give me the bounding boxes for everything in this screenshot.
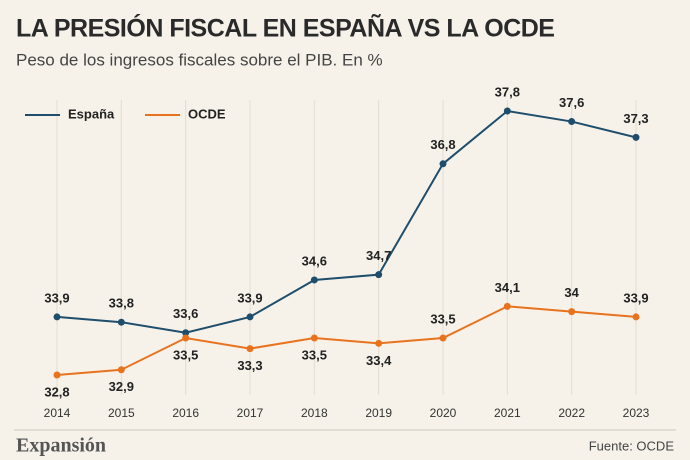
point xyxy=(375,271,383,279)
data-label: 33,5 xyxy=(173,347,198,362)
data-label: 33,5 xyxy=(430,311,455,326)
point xyxy=(246,345,254,353)
point xyxy=(439,334,447,342)
point xyxy=(53,371,61,379)
chart-subtitle: Peso de los ingresos fiscales sobre el P… xyxy=(16,50,383,69)
x-tick-label: 2019 xyxy=(365,406,392,420)
line xyxy=(56,109,637,334)
source: Fuente: OCDE xyxy=(589,438,675,453)
data-label: 33,5 xyxy=(302,347,327,362)
chart-title: LA PRESIÓN FISCAL EN ESPAÑA VS LA OCDE xyxy=(16,13,554,43)
x-tick-label: 2015 xyxy=(108,406,135,420)
legend-label: OCDE xyxy=(188,106,226,121)
x-tick-label: 2023 xyxy=(623,406,650,420)
data-label: 32,9 xyxy=(109,379,134,394)
point xyxy=(503,302,511,310)
point xyxy=(246,313,254,321)
point xyxy=(53,313,61,321)
point xyxy=(182,329,190,337)
point xyxy=(439,160,447,168)
point xyxy=(568,118,576,126)
data-label: 37,6 xyxy=(559,95,584,110)
brand: Expansión xyxy=(16,435,106,457)
x-tick-label: 2014 xyxy=(44,406,71,420)
point xyxy=(632,133,640,141)
x-tick-label: 2020 xyxy=(430,406,457,420)
legend-label: España xyxy=(68,106,115,121)
data-label: 34 xyxy=(564,285,579,300)
line xyxy=(56,305,637,376)
data-label: 34,1 xyxy=(495,280,520,295)
x-tick-label: 2016 xyxy=(172,406,199,420)
data-label: 34,6 xyxy=(302,253,327,268)
point xyxy=(375,339,383,347)
data-label: 33,4 xyxy=(366,353,392,368)
data-label: 33,3 xyxy=(237,358,262,373)
point xyxy=(182,334,190,342)
data-label: 33,9 xyxy=(237,290,262,305)
x-tick-label: 2022 xyxy=(558,406,585,420)
point xyxy=(503,107,511,115)
data-label: 33,9 xyxy=(44,290,69,305)
data-label: 32,8 xyxy=(44,384,69,399)
data-label: 34,7 xyxy=(366,248,391,263)
x-tick-label: 2018 xyxy=(301,406,328,420)
point xyxy=(632,313,640,321)
data-label: 33,6 xyxy=(173,306,198,321)
point xyxy=(568,308,576,316)
point xyxy=(310,334,318,342)
point xyxy=(117,318,125,326)
data-label: 33,8 xyxy=(109,296,134,311)
data-label: 37,8 xyxy=(495,84,520,99)
x-tick-label: 2017 xyxy=(237,406,264,420)
data-label: 37,3 xyxy=(623,111,648,126)
point xyxy=(117,366,125,374)
data-label: 33,9 xyxy=(623,290,648,305)
x-tick-label: 2021 xyxy=(494,406,521,420)
data-label: 36,8 xyxy=(430,137,455,152)
point xyxy=(310,276,318,284)
